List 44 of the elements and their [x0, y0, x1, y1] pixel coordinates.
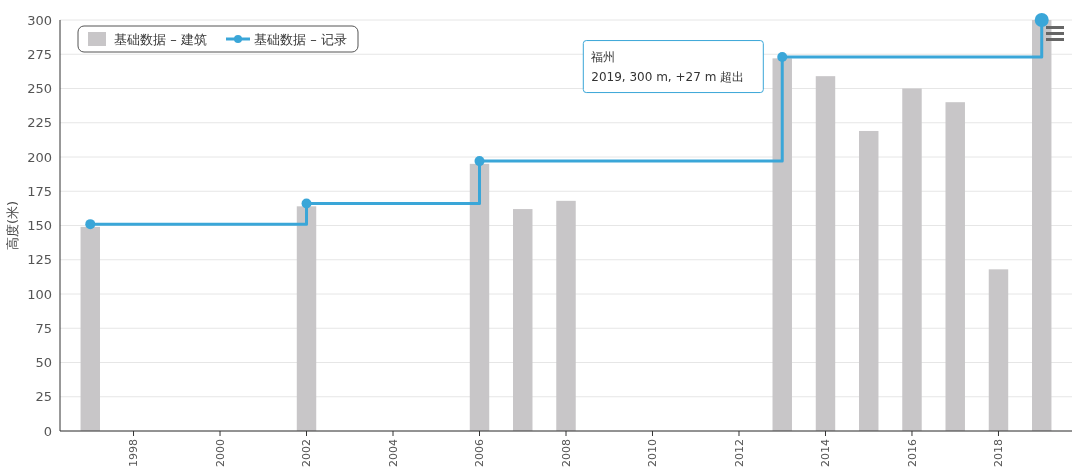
bar — [469, 163, 490, 431]
point — [85, 219, 96, 230]
legend-label: 基础数据 – 建筑 — [114, 31, 207, 47]
bar — [772, 58, 792, 431]
x-tick-label: 2018 — [992, 439, 1006, 467]
y-tick-label: 125 — [27, 252, 52, 268]
annotation: 福州 2019, 300 m, +27 m 超出 — [591, 49, 745, 84]
y-tick-label: 50 — [35, 355, 52, 371]
x-tick-label: 2000 — [213, 439, 227, 467]
y-tick-label: 225 — [27, 115, 52, 131]
x-tick-label: 2008 — [559, 439, 573, 467]
x-tick-label: 2010 — [646, 439, 660, 467]
bar — [1032, 20, 1052, 431]
point — [301, 198, 312, 209]
point — [474, 156, 485, 167]
point — [777, 51, 788, 62]
y-tick-label: 175 — [27, 183, 52, 199]
bar — [902, 88, 922, 431]
y-tick-label: 150 — [27, 218, 52, 234]
bar — [988, 269, 1009, 431]
y-tick-label: 200 — [27, 149, 52, 165]
x-tick-label: 2004 — [386, 439, 400, 467]
x-tick-label: 2002 — [300, 439, 314, 467]
y-tick-label: 75 — [35, 320, 52, 336]
y-tick-label: 0 — [43, 423, 52, 439]
legend-label: 基础数据 – 记录 — [254, 31, 347, 47]
bar — [859, 130, 879, 431]
bar — [296, 206, 317, 431]
x-tick-label: 2016 — [905, 439, 919, 467]
x-tick-label: 2012 — [732, 439, 746, 467]
bar — [945, 102, 965, 431]
x-tick-label: 2014 — [819, 439, 833, 467]
x-tick-label: 2006 — [473, 439, 487, 467]
y-axis-title: 高度(米) — [5, 200, 20, 251]
y-tick-label: 100 — [27, 286, 52, 302]
y-tick-label: 300 — [27, 12, 52, 28]
bar — [513, 209, 533, 431]
bar — [556, 200, 576, 431]
bar — [80, 226, 100, 431]
bar — [815, 76, 836, 431]
y-tick-label: 275 — [27, 46, 52, 62]
x-tick-label: 1998 — [127, 439, 141, 467]
y-tick-label: 25 — [35, 389, 52, 405]
y-tick-label: 250 — [27, 81, 52, 97]
